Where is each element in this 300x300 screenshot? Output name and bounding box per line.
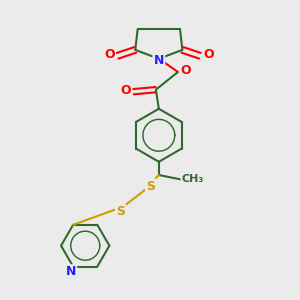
- Text: O: O: [120, 84, 130, 97]
- Text: S: S: [146, 180, 155, 193]
- Text: N: N: [66, 266, 76, 278]
- Text: CH₃: CH₃: [182, 174, 204, 184]
- Text: O: O: [104, 48, 115, 61]
- Text: O: O: [180, 64, 190, 77]
- Text: N: N: [154, 54, 164, 67]
- Text: S: S: [116, 205, 125, 218]
- Text: O: O: [203, 48, 214, 61]
